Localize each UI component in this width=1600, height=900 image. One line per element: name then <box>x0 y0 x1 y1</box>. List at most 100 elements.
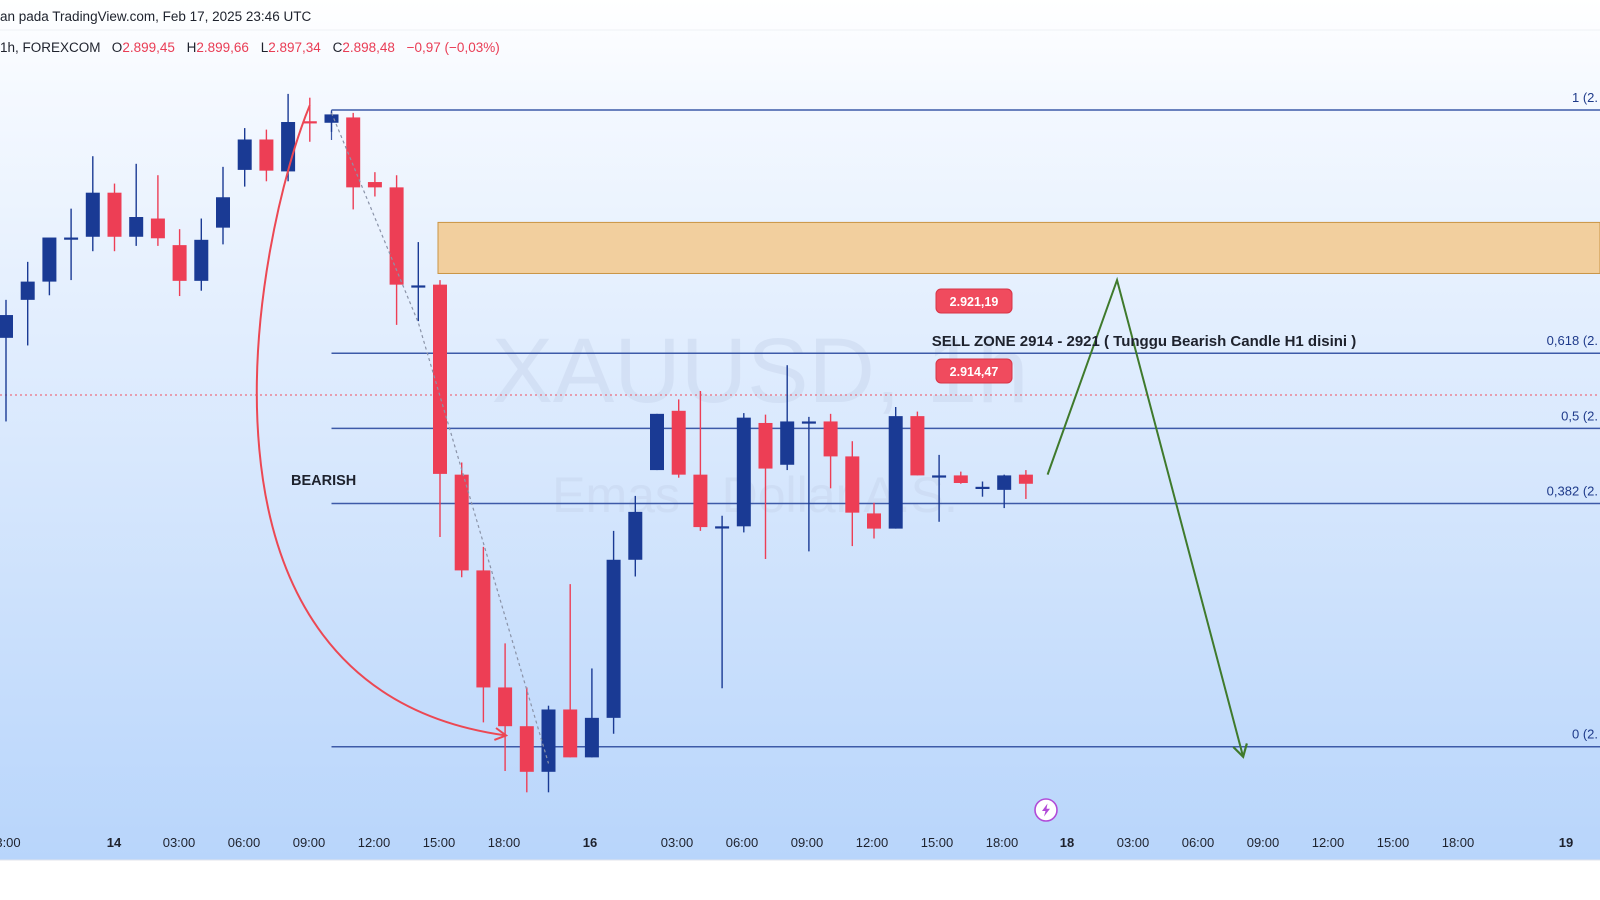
projection-path[interactable] <box>1046 276 1248 759</box>
candle <box>910 411 925 476</box>
candle-body <box>324 114 339 123</box>
time-axis-labels: 3:00 14 03:00 06:00 09:00 12:00 15:00 18:00 16 03… <box>0 835 1573 850</box>
fibonacci-retracement[interactable]: 1 (2. 0,618 (2. 0,5 (2. 0,382 (2. 0 (2. <box>0 90 1600 748</box>
candle <box>563 584 578 758</box>
candle-body <box>150 218 165 239</box>
candles-layer <box>0 93 1033 793</box>
sell-zone-box[interactable] <box>437 221 1600 274</box>
candle <box>324 111 339 132</box>
time-tick-label: 03:00 <box>661 835 694 850</box>
time-tick-label: 09:00 <box>293 835 326 850</box>
candle <box>541 705 556 793</box>
candle <box>628 495 643 577</box>
open-value: 2.899,45 <box>122 40 175 55</box>
ohlc-legend: 1h, FOREXCOM O2.899,45 H2.899,66 L2.897,… <box>0 40 500 55</box>
watermark: XAUUSD, 1h Emas / Dollar A.S. <box>492 320 1029 523</box>
candle <box>302 97 317 142</box>
candle <box>650 413 664 471</box>
candle-body <box>910 416 925 476</box>
candle-body <box>888 416 903 529</box>
publish-info: an pada TradingView.com, Feb 17, 2025 23… <box>0 9 312 24</box>
drawings-layer <box>255 104 1248 764</box>
candle-body <box>237 139 252 170</box>
time-tick-label: 12:00 <box>1312 835 1345 850</box>
zone-high-badge: 2.921,19 <box>935 288 1013 314</box>
candle-body <box>411 285 426 288</box>
candle-body <box>433 284 447 474</box>
candle <box>107 183 122 252</box>
candle-body <box>172 245 187 281</box>
candle-body <box>650 413 664 471</box>
candle-body <box>867 513 881 529</box>
candle-body <box>389 187 404 285</box>
time-tick-label: 14 <box>107 835 122 850</box>
candle-body <box>823 421 838 457</box>
fib-label-0-5: 0,5 (2. <box>1561 408 1598 423</box>
candle <box>194 218 209 291</box>
time-tick-label: 18 <box>1060 835 1074 850</box>
low-label: L <box>260 40 269 55</box>
candle-body <box>20 281 35 300</box>
candle <box>606 530 621 734</box>
candle-body <box>997 475 1012 490</box>
candle <box>150 175 165 246</box>
candle-body <box>454 474 469 571</box>
candle <box>584 668 599 758</box>
labels-layer: BEARISH SELL ZONE 2914 - 2921 ( Tunggu B… <box>291 288 1356 489</box>
candle-body <box>216 197 230 228</box>
zone-low-badge: 2.914,47 <box>935 358 1013 384</box>
bearish-label: BEARISH <box>291 473 356 489</box>
candle-body <box>780 421 795 465</box>
candle-body <box>693 474 708 528</box>
chart-background <box>0 0 1600 860</box>
candle-body <box>194 239 209 281</box>
fib-label-0-618: 0,618 (2. <box>1547 333 1598 348</box>
candle-body <box>42 237 57 282</box>
candle <box>367 172 382 197</box>
candle-body <box>129 217 144 237</box>
candle <box>42 237 57 296</box>
candle <box>758 414 773 560</box>
candle-body <box>519 726 534 772</box>
candle-body <box>1018 474 1033 484</box>
symbol-timeframe: 1h, FOREXCOM <box>0 40 101 55</box>
candle-body <box>107 192 122 237</box>
candle <box>454 462 469 578</box>
candle <box>867 502 881 539</box>
zone-high-badge-text: 2.921,19 <box>950 295 999 309</box>
candle <box>975 481 990 497</box>
candle-body <box>0 315 13 338</box>
candle <box>671 399 686 478</box>
time-tick-label: 06:00 <box>1182 835 1215 850</box>
candle <box>259 129 274 182</box>
time-tick-label: 18:00 <box>986 835 1019 850</box>
candle-body <box>85 192 100 237</box>
time-tick-label: 16 <box>583 835 597 850</box>
candle-body <box>953 475 968 484</box>
candle-body <box>628 511 643 560</box>
lightning-icon[interactable] <box>1034 798 1058 822</box>
time-tick-label: 3:00 <box>0 835 21 850</box>
candle <box>498 643 513 772</box>
time-axis[interactable]: 3:00 14 03:00 06:00 09:00 12:00 15:00 18:00 16 03… <box>0 835 1600 861</box>
fib-label-0-382: 0,382 (2. <box>1547 483 1598 498</box>
candle-body <box>736 417 751 527</box>
candle <box>0 299 13 422</box>
candle <box>953 471 968 484</box>
candle <box>237 128 252 187</box>
time-tick-label: 18:00 <box>1442 835 1475 850</box>
candle <box>216 166 230 245</box>
time-tick-label: 03:00 <box>1117 835 1150 850</box>
candle <box>801 416 816 552</box>
candle-body <box>302 121 317 124</box>
candle <box>411 242 426 322</box>
candle-body <box>498 687 513 727</box>
candle <box>433 280 447 537</box>
candle-body <box>64 237 79 240</box>
time-tick-label: 06:00 <box>726 835 759 850</box>
fib-label-0: 0 (2. <box>1572 727 1598 742</box>
candle-body <box>606 559 621 718</box>
low-value: 2.897,34 <box>268 40 321 55</box>
